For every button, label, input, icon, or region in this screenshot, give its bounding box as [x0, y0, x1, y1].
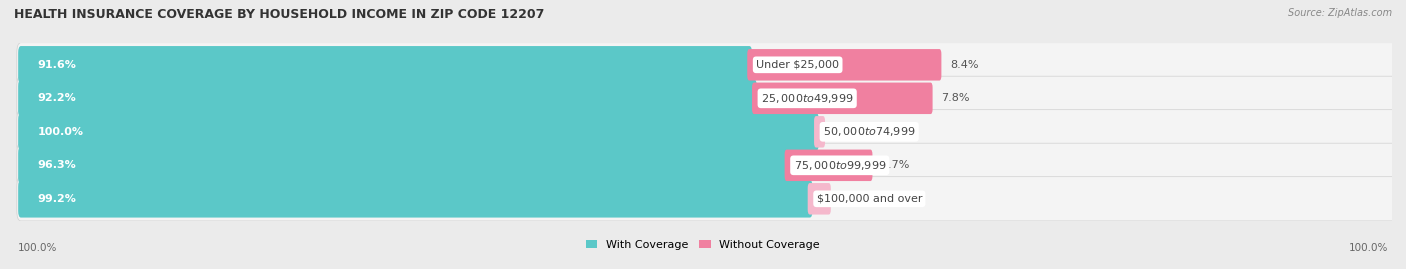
FancyBboxPatch shape [17, 177, 1396, 221]
Text: 3.7%: 3.7% [882, 160, 910, 170]
Text: Source: ZipAtlas.com: Source: ZipAtlas.com [1288, 8, 1392, 18]
FancyBboxPatch shape [785, 150, 873, 181]
FancyBboxPatch shape [18, 180, 813, 218]
Text: 7.8%: 7.8% [942, 93, 970, 103]
FancyBboxPatch shape [17, 43, 1396, 87]
Text: 96.3%: 96.3% [38, 160, 76, 170]
FancyBboxPatch shape [18, 113, 818, 151]
FancyBboxPatch shape [17, 143, 1396, 187]
Text: 100.0%: 100.0% [18, 243, 58, 253]
Text: $25,000 to $49,999: $25,000 to $49,999 [761, 92, 853, 105]
Text: HEALTH INSURANCE COVERAGE BY HOUSEHOLD INCOME IN ZIP CODE 12207: HEALTH INSURANCE COVERAGE BY HOUSEHOLD I… [14, 8, 544, 21]
Text: $75,000 to $99,999: $75,000 to $99,999 [793, 159, 886, 172]
FancyBboxPatch shape [752, 83, 932, 114]
FancyBboxPatch shape [18, 80, 756, 117]
FancyBboxPatch shape [814, 116, 825, 148]
Legend: With Coverage, Without Coverage: With Coverage, Without Coverage [582, 235, 824, 254]
Text: 92.2%: 92.2% [38, 93, 76, 103]
Text: $100,000 and over: $100,000 and over [817, 194, 922, 204]
FancyBboxPatch shape [747, 49, 942, 80]
Text: Under $25,000: Under $25,000 [756, 60, 839, 70]
FancyBboxPatch shape [18, 46, 752, 84]
Text: 0.0%: 0.0% [827, 127, 855, 137]
Text: 100.0%: 100.0% [38, 127, 83, 137]
FancyBboxPatch shape [18, 147, 789, 184]
FancyBboxPatch shape [807, 183, 831, 215]
Text: 100.0%: 100.0% [1348, 243, 1388, 253]
Text: 8.4%: 8.4% [950, 60, 979, 70]
FancyBboxPatch shape [17, 76, 1396, 121]
FancyBboxPatch shape [17, 110, 1396, 154]
Text: 0.84%: 0.84% [839, 194, 875, 204]
Text: 99.2%: 99.2% [38, 194, 76, 204]
Text: $50,000 to $74,999: $50,000 to $74,999 [823, 125, 915, 138]
Text: 91.6%: 91.6% [38, 60, 76, 70]
